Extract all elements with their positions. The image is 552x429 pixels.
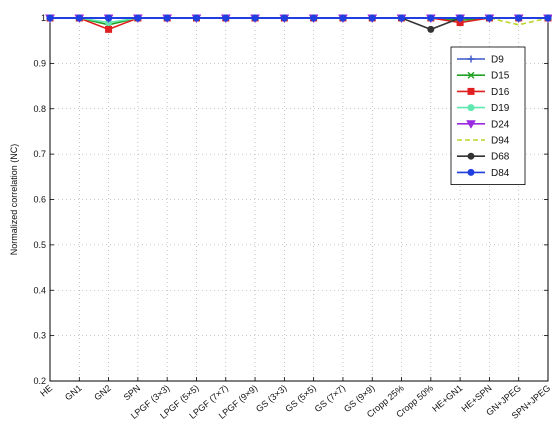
- legend-box: [450, 46, 526, 186]
- legend-marker: [467, 168, 475, 176]
- legend-label: D16: [491, 87, 510, 98]
- y-axis-label: Normalized correlation (NC): [9, 144, 19, 256]
- y-tick-label: 0.4: [33, 285, 46, 295]
- legend-label: D68: [491, 152, 510, 163]
- legend-label: D24: [491, 119, 510, 130]
- legend-item: D94: [457, 136, 510, 147]
- legend-marker: [467, 87, 475, 95]
- legend-item: D68: [457, 152, 510, 163]
- series-d84: [46, 14, 552, 22]
- y-axis: 0.2 0.3 0.4 0.5 0.6 0.7 0.8 0.9 1: [33, 13, 548, 386]
- x-tick-label: HE+GN1: [430, 383, 464, 414]
- data-point: [163, 14, 171, 22]
- legend-item: D9: [457, 55, 504, 66]
- data-point: [485, 14, 493, 22]
- y-tick-label: 0.2: [33, 376, 46, 386]
- y-tick-label: 0.3: [33, 331, 46, 341]
- data-point: [310, 14, 318, 22]
- x-tick-label: GN1: [63, 383, 84, 403]
- x-tick-label: GN2: [92, 383, 113, 403]
- y-tick-label: 0.8: [33, 104, 46, 114]
- x-tick-label: GS (3×3): [254, 383, 289, 414]
- data-point: [456, 14, 464, 22]
- y-tick-label: 0.6: [33, 195, 46, 205]
- data-point: [427, 14, 435, 22]
- data-point: [46, 14, 54, 22]
- data-point: [134, 14, 142, 22]
- x-tick-label: GS (7×7): [313, 383, 348, 414]
- legend-marker: [467, 71, 475, 79]
- data-point: [75, 14, 83, 22]
- data-point: [222, 14, 230, 22]
- legend-label: D94: [491, 136, 510, 147]
- legend-item: D19: [457, 103, 510, 114]
- data-point: [251, 14, 259, 22]
- y-tick-label: 0.7: [33, 149, 46, 159]
- data-point: [339, 14, 347, 22]
- legend-item: D84: [457, 168, 510, 179]
- data-point: [192, 14, 200, 22]
- x-tick-label: SPN: [122, 383, 143, 403]
- y-tick-label: 0.5: [33, 240, 46, 250]
- legend-marker: [467, 104, 475, 112]
- data-point: [544, 14, 552, 22]
- data-point: [368, 14, 376, 22]
- legend-label: D9: [491, 55, 504, 66]
- series-layer: [45, 14, 552, 33]
- legend-marker: [467, 152, 475, 160]
- legend-item: D15: [457, 71, 510, 82]
- y-tick-label: 1: [41, 13, 46, 23]
- data-point: [427, 25, 435, 33]
- data-point: [398, 14, 406, 22]
- data-point: [105, 14, 113, 22]
- data-point: [515, 14, 523, 22]
- legend-marker: [466, 120, 476, 129]
- legend: D9 D15 D16 D19 D24 D94 D68 D84: [450, 46, 526, 186]
- legend-marker: [467, 55, 475, 63]
- data-point: [280, 14, 288, 22]
- legend-label: D19: [491, 103, 510, 114]
- legend-item: D16: [457, 87, 510, 98]
- legend-item: D24: [457, 119, 510, 130]
- legend-label: D15: [491, 71, 510, 82]
- series-d15: [46, 14, 552, 29]
- y-tick-label: 0.9: [33, 58, 46, 68]
- x-tick-label: GS (5×5): [283, 383, 318, 414]
- data-point: [105, 25, 113, 33]
- legend-label: D84: [491, 168, 510, 179]
